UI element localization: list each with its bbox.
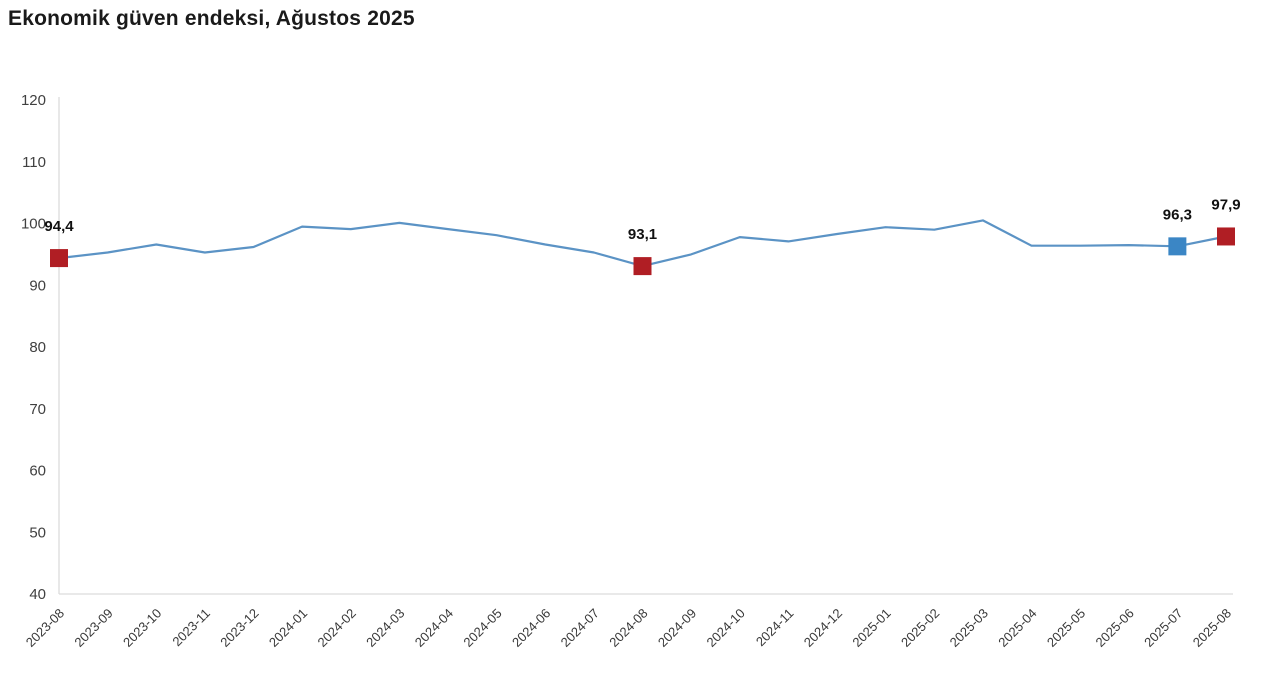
x-tick-label: 2024-04 [412,606,456,650]
highlight-marker [633,257,652,276]
y-tick-label: 40 [29,586,46,603]
point-label: 94,4 [44,218,74,235]
x-tick-label: 2025-02 [898,606,942,650]
x-tick-label: 2024-08 [606,606,650,650]
x-tick-label: 2024-02 [315,606,359,650]
x-tick-label: 2025-05 [1044,606,1088,650]
x-tick-label: 2023-09 [71,606,115,650]
x-tick-label: 2024-10 [704,606,748,650]
y-tick-label: 120 [21,92,46,109]
chart-title: Ekonomik güven endeksi, Ağustos 2025 [8,7,415,30]
highlight-marker [1217,227,1235,246]
x-tick-label: 2024-09 [655,606,699,650]
x-tick-label: 2025-07 [1141,606,1185,650]
x-tick-label: 2024-07 [558,606,602,650]
y-tick-label: 80 [29,339,46,356]
x-tick-label: 2024-11 [753,606,797,650]
x-tick-label: 2024-03 [363,606,407,650]
x-tick-label: 2024-06 [509,606,553,650]
y-tick-label: 70 [29,401,46,418]
x-tick-label: 2024-12 [801,606,845,650]
highlight-marker [50,249,68,268]
y-tick-label: 60 [29,463,46,480]
x-tick-label: 2023-12 [217,606,261,650]
y-tick-label: 100 [21,216,46,233]
x-tick-label: 2025-04 [995,606,1039,650]
x-tick-label: 2024-05 [460,606,504,650]
x-tick-label: 2025-06 [1093,606,1137,650]
x-tick-label: 2023-10 [120,606,164,650]
y-tick-label: 90 [29,277,46,294]
x-tick-label: 2023-08 [23,606,67,650]
point-label: 96,3 [1163,206,1192,223]
x-tick-label: 2024-01 [266,606,310,650]
x-tick-label: 2025-01 [849,606,893,650]
x-tick-label: 2023-11 [169,606,213,650]
point-label: 97,9 [1211,196,1240,213]
y-tick-label: 50 [29,524,46,541]
y-tick-label: 110 [22,154,46,171]
point-label: 93,1 [628,226,657,243]
highlight-marker [1168,237,1187,256]
x-tick-label: 2025-08 [1190,606,1234,650]
x-tick-label: 2025-03 [947,606,991,650]
